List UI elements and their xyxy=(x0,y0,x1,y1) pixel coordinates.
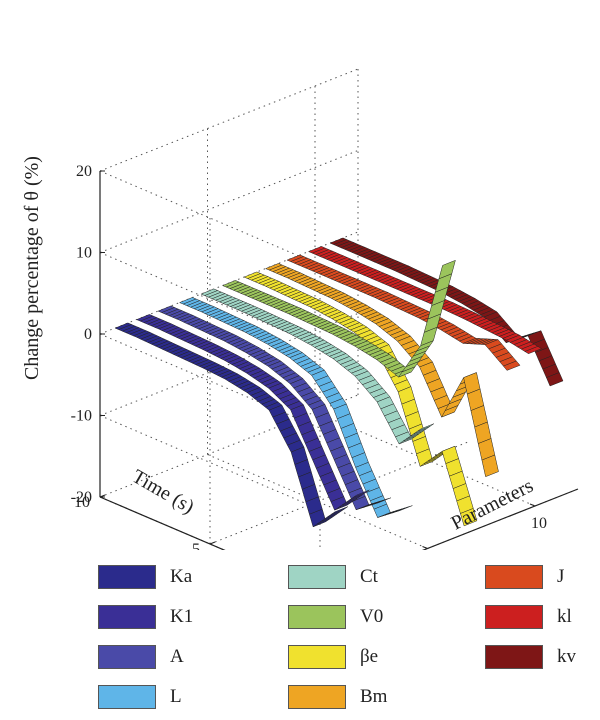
z-tick-label: 10 xyxy=(76,245,92,262)
z-axis-label: Change percentage of θ (%) xyxy=(21,156,43,380)
ribbon-segment xyxy=(395,505,413,513)
z-tick-label: -20 xyxy=(71,489,92,506)
legend-label: Ct xyxy=(360,566,378,587)
legend-item-kv: kv xyxy=(485,644,576,670)
legend-swatch xyxy=(98,565,156,589)
ribbon-segment xyxy=(460,508,478,527)
time-tick-label: 5 xyxy=(192,541,200,550)
series-ribbon-βe xyxy=(243,271,478,527)
legend-item-Ct: Ct xyxy=(288,564,378,590)
series-ribbon-Ct xyxy=(200,288,435,445)
time-axis-label: Time (s) xyxy=(128,465,198,518)
legend-swatch xyxy=(485,565,543,589)
legend-label: Ka xyxy=(170,566,193,587)
legend-swatch xyxy=(485,605,543,629)
legend-item-Ka: Ka xyxy=(98,564,192,590)
ribbon-segment xyxy=(481,454,499,478)
legend-label: V0 xyxy=(360,606,384,627)
ribbon-segment xyxy=(524,346,543,354)
ribbon-segment xyxy=(417,423,435,432)
legend-swatch xyxy=(485,645,543,669)
legend-item-kl: kl xyxy=(485,604,572,630)
series-ribbon-L xyxy=(178,297,413,518)
legend-swatch xyxy=(98,605,156,629)
legend-label: A xyxy=(170,646,184,667)
parameters-tick-label: 10 xyxy=(531,515,547,532)
legend-label: βe xyxy=(360,646,379,667)
ribbon-segment xyxy=(546,372,564,387)
legend-item-A: A xyxy=(98,644,184,670)
z-tick-label: 20 xyxy=(76,163,92,180)
legend-label: J xyxy=(557,566,565,587)
legend-label: kl xyxy=(557,606,572,627)
ribbon-segment xyxy=(352,489,370,498)
legend-item-V0: V0 xyxy=(288,604,383,630)
legend-item-K1: K1 xyxy=(98,604,193,630)
legend-item-L: L xyxy=(98,684,182,710)
ribbon-segment xyxy=(331,506,349,515)
legend-swatch xyxy=(288,565,346,589)
legend-label: kv xyxy=(557,646,576,667)
legend-swatch xyxy=(288,645,346,669)
series-ribbon-kv xyxy=(329,237,564,387)
time-tick-label: 10 xyxy=(74,494,90,511)
ribbon-segment xyxy=(438,259,456,280)
z-tick-label: 0 xyxy=(84,326,92,343)
series-ribbon-J xyxy=(286,254,521,371)
series-ribbon-A xyxy=(157,305,391,511)
legend-label: Bm xyxy=(360,686,388,707)
legend-swatch xyxy=(288,685,346,709)
legend-item-J: J xyxy=(485,564,564,590)
legend-label: K1 xyxy=(170,606,194,627)
legend-item-βe: βe xyxy=(288,644,378,670)
ribbon-segment xyxy=(374,497,391,505)
series-ribbon-K1 xyxy=(135,314,370,511)
series-ribbon-Ka xyxy=(114,322,349,528)
legend-label: L xyxy=(170,686,182,707)
ribbon-segment xyxy=(502,360,521,371)
legend-swatch xyxy=(288,605,346,629)
legend-swatch xyxy=(98,645,156,669)
legend-swatch xyxy=(98,685,156,709)
z-tick-label: -10 xyxy=(71,408,92,425)
legend-item-Bm: Bm xyxy=(288,684,387,710)
series-ribbon-V0 xyxy=(221,259,456,378)
chart-series-ribbons xyxy=(114,237,564,528)
